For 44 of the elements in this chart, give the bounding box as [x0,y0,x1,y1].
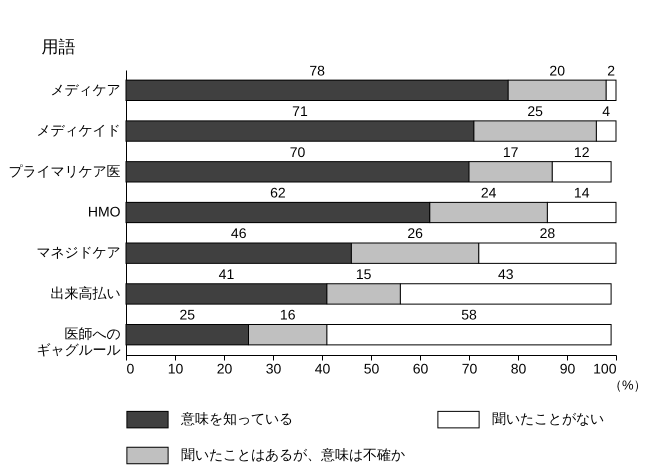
data-label: 78 [309,62,326,78]
data-label: 70 [290,144,306,160]
data-label: 24 [480,184,497,200]
y-tick-label: メディケイド [36,122,120,138]
y-tick-label: 医師へのギャグルール [36,326,120,358]
x-tick-label: 50 [364,360,380,376]
x-tick-label: 60 [412,360,428,376]
x-tick-label: 100 [593,360,617,376]
data-label: 25 [179,306,196,323]
y-tick-label: メディケア [50,81,120,98]
y-tick-label: マネジドケア [36,244,120,260]
x-axis-title: （%） [608,378,646,392]
data-label: 2 [607,62,616,78]
x-tick-label: 20 [216,360,232,376]
x-tick-label: 80 [510,360,526,376]
data-label: 14 [574,184,590,200]
legend-label: 意味を知っている [180,410,293,427]
x-tick-label: 90 [560,360,576,376]
y-tick-label: 出来高払い [50,284,120,301]
y-tick-label: プライマリケア医 [8,162,120,179]
data-label: 17 [502,144,519,160]
data-label: 43 [498,266,514,282]
data-label: 46 [230,225,247,242]
data-label: 12 [574,144,590,160]
data-label: 41 [218,266,234,282]
x-tick-label: 30 [266,360,282,376]
data-label: 71 [292,103,308,120]
data-label: 58 [461,306,477,323]
data-label: 16 [280,306,296,323]
legend-label: 聞いたことはあるが、意味は不確か [181,446,405,462]
y-tick-label: HMO [88,204,121,220]
data-label: 20 [549,62,566,78]
data-label: 4 [602,103,610,120]
data-label: 62 [270,184,286,200]
x-tick-label: 40 [314,360,330,376]
data-label: 26 [407,225,424,242]
data-label: 25 [527,103,544,120]
data-label: 15 [356,266,372,282]
legend-label: 聞いたことがない [492,410,604,427]
x-tick-label: 10 [168,360,184,376]
data-label: 28 [540,225,556,242]
x-tick-label: 0 [126,360,134,376]
x-tick-label: 70 [462,360,478,376]
y-axis-title: 用語 [42,38,76,56]
